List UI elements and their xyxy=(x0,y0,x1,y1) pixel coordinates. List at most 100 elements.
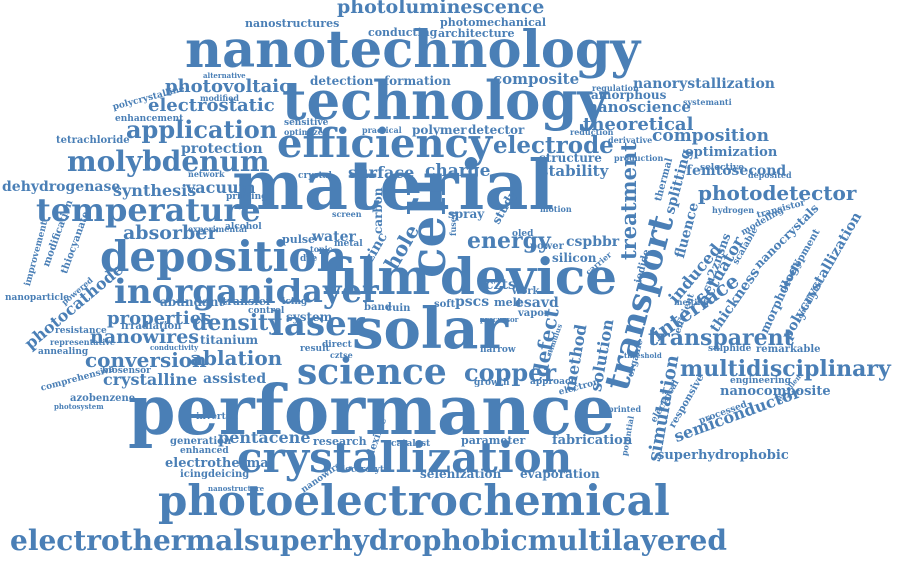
word-transfer: transfer xyxy=(222,295,272,308)
word-molybdenum: molybdenum xyxy=(67,145,270,178)
word-material: material xyxy=(232,146,555,226)
word-nanowires: nanowires xyxy=(90,326,199,348)
word-systemanti: systemanti xyxy=(683,97,732,107)
word-titanium: titanium xyxy=(200,333,259,347)
word-ablation: ablation xyxy=(190,346,283,370)
word-photovoltaic: photovoltaic xyxy=(165,76,291,97)
word-charge: charge xyxy=(425,161,491,181)
word-derivative: derivative xyxy=(608,135,653,145)
word-formation: formation xyxy=(384,74,451,88)
word-irradiation: irradiation xyxy=(121,321,182,332)
word-cuin: cuin xyxy=(386,303,411,314)
word-polymer: polymer xyxy=(412,123,467,137)
word-carbon: carbon xyxy=(371,187,385,234)
word-architecture: architecture xyxy=(438,27,515,40)
word-hydrogen: hydrogen xyxy=(712,205,755,215)
word-sulphide: sulphide xyxy=(708,344,752,354)
word-soft: soft xyxy=(434,299,456,310)
word-research: research xyxy=(313,435,367,448)
word-potential: potential xyxy=(619,414,636,457)
word-photomechanical: photomechanical xyxy=(440,16,547,29)
word-multidisciplinary: multidisciplinary xyxy=(680,356,891,382)
word-silicon: silicon xyxy=(552,251,597,265)
word-esavd: esavd xyxy=(515,295,559,311)
word-work: work xyxy=(512,286,540,297)
word-density: density xyxy=(192,310,282,336)
word-experimental: experimental xyxy=(188,224,248,234)
word-cztse: cztse xyxy=(330,350,353,360)
word-layer: layer xyxy=(290,272,379,310)
word-vacuum: vacuum xyxy=(186,178,256,197)
word-efficiency: efficiency xyxy=(277,120,493,167)
word-detector: detector xyxy=(468,123,525,137)
word-protection: protection xyxy=(181,141,263,157)
word-remarkable: remarkable xyxy=(756,344,821,355)
word-cspbbr: cspbbr xyxy=(566,234,620,250)
word-sensitive: sensitive xyxy=(284,118,329,128)
word-dye: dye xyxy=(300,254,318,264)
word-enhancement: enhancement xyxy=(115,114,184,124)
word-water: water xyxy=(312,229,356,245)
word-metal: metal xyxy=(334,239,363,249)
word-engineering: engineering xyxy=(730,376,791,386)
word-practical: practical xyxy=(362,125,402,135)
word-application: application xyxy=(126,115,278,144)
word-pulse: pulse xyxy=(282,233,316,246)
word-band: band xyxy=(364,302,392,313)
word-technology: technology xyxy=(282,70,609,132)
word-dehydrogenase: dehydrogenase xyxy=(2,179,121,195)
word-control: control xyxy=(248,306,285,316)
word-fabrication: fabrication xyxy=(552,433,633,448)
word-crystallization: crystallization xyxy=(237,433,573,482)
word-composite: composite xyxy=(493,70,580,88)
word-selenization: selenization xyxy=(420,467,502,481)
word-crystal: crystal xyxy=(298,171,332,181)
word-photoluminescence: photoluminescence xyxy=(337,0,545,18)
word-representative: representative xyxy=(50,337,115,347)
word-icingdeicing: icingdeicing xyxy=(180,469,250,480)
word-alternative: alternative xyxy=(203,71,246,80)
word-amorphous: amorphous xyxy=(591,88,667,102)
word-optimized: optimized xyxy=(284,127,329,137)
word-approach: approach xyxy=(530,377,578,387)
word-photodetector: photodetector xyxy=(698,181,857,205)
word-network: network xyxy=(188,169,225,179)
word-system: system xyxy=(286,310,333,324)
word-icing: icing xyxy=(282,297,308,307)
word-oled: oled xyxy=(512,229,534,239)
word-deposition: deposition xyxy=(100,232,347,281)
word-alcohol: alcohol xyxy=(225,222,262,232)
word-optimization: optimization xyxy=(685,145,778,160)
word-modified: modified xyxy=(200,93,239,103)
word-power: power xyxy=(530,241,564,252)
word-nanoparticle: nanoparticle xyxy=(5,293,69,303)
word-transparent: transparent xyxy=(648,325,794,351)
word-pscs: pscs xyxy=(455,294,490,310)
word-nanocomposite: nanocomposite xyxy=(720,384,831,399)
word-superhydrophobic: superhydrophobic xyxy=(657,448,789,463)
word-growth: growth xyxy=(474,378,510,388)
word-theoretical: theoretical xyxy=(583,114,694,135)
word-pentacene: pentacene xyxy=(218,428,311,447)
word-azobenzene: azobenzene xyxy=(70,393,136,404)
word-melting: melting xyxy=(674,297,709,307)
word-properties: properties xyxy=(107,308,212,329)
word-screen: screen xyxy=(332,209,362,219)
word-electrostatic: electrostatic xyxy=(148,95,275,116)
word-production: production xyxy=(614,153,664,163)
word-performance: performance xyxy=(128,371,616,451)
word-annealing: annealing xyxy=(38,347,89,357)
word-topic: topic xyxy=(310,244,333,254)
word-photoelectrochemical: photoelectrochemical xyxy=(158,476,670,525)
word-czts: czts xyxy=(485,277,516,293)
word-motion: motion xyxy=(540,204,572,214)
word-catalyst: catalyst xyxy=(391,439,431,449)
word-detection: detection xyxy=(310,74,374,88)
word-crystalline: crystalline xyxy=(103,370,198,389)
word-copper: copper xyxy=(464,358,557,387)
word-resistance: resistance xyxy=(55,326,107,336)
word-evaporation: evaporation xyxy=(520,467,600,481)
word-electrode: electrode xyxy=(493,132,614,159)
word-conversion: conversion xyxy=(85,348,207,372)
